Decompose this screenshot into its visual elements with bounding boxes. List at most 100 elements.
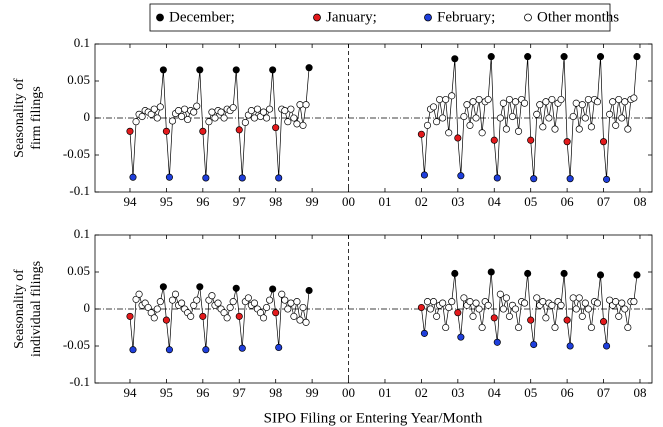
- data-point: [515, 127, 523, 135]
- data-point: [581, 114, 589, 122]
- data-point: [190, 301, 198, 309]
- data-point: [296, 316, 304, 324]
- data-point: [153, 305, 161, 313]
- data-point: [524, 269, 532, 278]
- data-point: [235, 312, 243, 320]
- data-point: [484, 301, 492, 309]
- data-point: [527, 316, 535, 324]
- data-point: [178, 299, 186, 307]
- data-point: [539, 123, 547, 131]
- data-point: [551, 323, 559, 332]
- x-tick-label: 05: [524, 385, 537, 400]
- data-point: [269, 66, 277, 74]
- data-point: [299, 303, 307, 312]
- data-point: [615, 95, 623, 104]
- data-point: [606, 110, 614, 118]
- data-point: [229, 298, 237, 306]
- data-point: [202, 346, 210, 354]
- data-point: [150, 105, 158, 113]
- data-point: [208, 108, 216, 116]
- data-point: [548, 95, 556, 104]
- x-tick-label: 08: [633, 385, 646, 400]
- data-point: [235, 126, 243, 134]
- data-point: [132, 118, 140, 126]
- y-tick-label: 0.1: [74, 226, 90, 241]
- data-point: [448, 92, 456, 100]
- data-point: [587, 123, 595, 131]
- y-tick-label: 0.05: [67, 72, 90, 87]
- data-point: [621, 305, 629, 313]
- y-tick-label: -0.1: [69, 183, 90, 198]
- data-point: [275, 174, 283, 182]
- x-tick-label: 00: [342, 385, 355, 400]
- data-point: [466, 121, 474, 129]
- data-point: [129, 346, 137, 354]
- data-point: [193, 296, 201, 304]
- y-tick-label: -0.1: [69, 374, 90, 389]
- data-point: [505, 312, 514, 320]
- data-point: [460, 112, 468, 121]
- data-point: [181, 105, 189, 113]
- data-point: [445, 129, 453, 137]
- data-point: [238, 174, 246, 182]
- data-point: [423, 121, 432, 129]
- x-tick-label: 05: [524, 194, 537, 209]
- data-point: [581, 299, 589, 307]
- data-point: [420, 329, 428, 337]
- data-point: [220, 309, 228, 317]
- y-tick-label: 0: [84, 109, 91, 124]
- data-point: [281, 296, 289, 304]
- data-point: [451, 269, 459, 278]
- data-point: [439, 299, 447, 307]
- x-tick-label: 08: [633, 194, 646, 209]
- data-point: [223, 314, 231, 322]
- data-point: [420, 171, 428, 179]
- legend-marker: [424, 13, 432, 22]
- data-point: [618, 114, 626, 122]
- data-point: [609, 98, 617, 106]
- data-point: [633, 271, 641, 279]
- data-point: [229, 104, 237, 112]
- data-point: [178, 112, 186, 121]
- data-point: [599, 318, 608, 326]
- data-point: [630, 298, 638, 306]
- x-tick-label: 01: [378, 385, 391, 400]
- data-point: [557, 301, 565, 309]
- data-point: [174, 107, 183, 115]
- data-point: [232, 66, 240, 74]
- y-tick-label: -0.05: [63, 146, 90, 161]
- x-axis-label: SIPO Filing or Entering Year/Month: [264, 410, 483, 426]
- data-point: [560, 269, 568, 278]
- data-point: [305, 64, 313, 72]
- data-point: [238, 344, 246, 352]
- data-point: [575, 294, 583, 302]
- data-point: [603, 342, 611, 350]
- y-axis-label: Seasonality of: [12, 269, 27, 349]
- data-point: [171, 290, 180, 298]
- data-point: [211, 114, 219, 122]
- data-point: [499, 305, 507, 313]
- data-point: [202, 174, 210, 182]
- data-point: [621, 98, 629, 106]
- data-point: [199, 127, 207, 135]
- data-point: [144, 303, 152, 312]
- data-point: [263, 303, 271, 312]
- data-point: [168, 117, 177, 125]
- data-point: [287, 105, 295, 113]
- data-point: [126, 127, 134, 135]
- data-point: [436, 95, 444, 104]
- data-point: [426, 305, 435, 313]
- data-point: [244, 294, 252, 302]
- data-point: [463, 101, 471, 109]
- data-point: [533, 294, 541, 302]
- x-tick-label: 96: [196, 194, 210, 209]
- data-point: [253, 105, 262, 113]
- data-point: [263, 114, 271, 122]
- x-tick-label: 97: [233, 385, 247, 400]
- data-point: [469, 98, 477, 106]
- data-point: [466, 298, 474, 306]
- data-point: [260, 108, 268, 116]
- legend-label: February;: [437, 9, 495, 25]
- data-point: [633, 53, 641, 61]
